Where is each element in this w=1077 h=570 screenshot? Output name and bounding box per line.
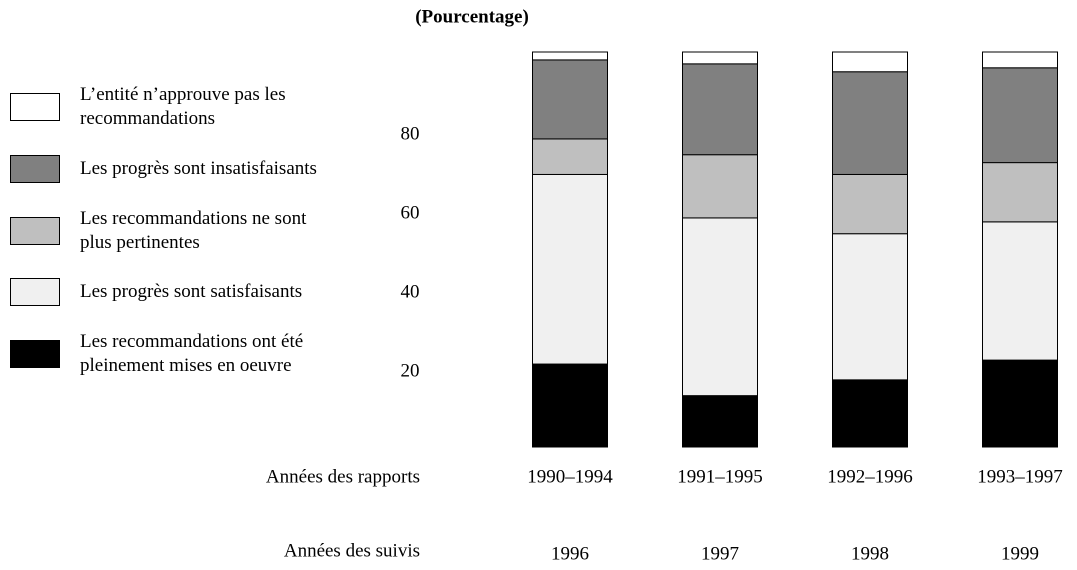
bar-segment	[982, 162, 1058, 223]
legend-label: Les progrès sont insatisfaisants	[80, 158, 317, 179]
legend-item: Les recommandations ne sont plus pertine…	[10, 207, 340, 255]
bar-segment	[982, 51, 1058, 69]
follow-up-label: 1998	[851, 543, 889, 564]
bar-segment	[532, 59, 608, 140]
legend-swatch	[10, 93, 60, 121]
bar-segment	[982, 221, 1058, 361]
bar-segment	[832, 173, 908, 235]
x-tick-label: 1991–1995	[677, 466, 763, 487]
bar-segment	[832, 379, 908, 448]
legend-swatch	[10, 155, 60, 183]
bar-segment	[832, 233, 908, 381]
bar-segment	[682, 63, 758, 156]
legend-swatch	[10, 217, 60, 245]
follow-up-label: 1996	[551, 543, 589, 564]
legend-label: Les progrès sont satisfaisants	[80, 281, 303, 302]
y-tick-label: 20	[401, 360, 420, 381]
bar-segment	[682, 51, 758, 65]
bar-segment	[532, 138, 608, 175]
legend-label: Les recommandations ne sont plus pertine…	[80, 208, 307, 253]
bar-segment	[682, 395, 758, 448]
y-tick-label: 40	[401, 281, 420, 302]
bar-segment	[532, 363, 608, 448]
x-tick-label: 1990–1994	[527, 466, 613, 487]
legend-label: L’entité n’approuve pas les recommandati…	[80, 84, 286, 129]
bar-segment	[532, 51, 608, 61]
bar-segment	[982, 67, 1058, 164]
bar-segment	[682, 217, 758, 397]
follow-up-label: 1997	[701, 543, 739, 564]
bar-segment	[982, 359, 1058, 448]
y-tick-label: 60	[401, 202, 420, 223]
bar-segment	[832, 51, 908, 73]
legend-item: Les recommandations ont été pleinement m…	[10, 330, 330, 378]
bar-segment	[532, 173, 608, 365]
chart-title: (Pourcentage)	[415, 6, 529, 27]
y-tick-label: 80	[401, 123, 420, 144]
x-axis-label: Années des rapports	[266, 466, 420, 487]
legend-swatch	[10, 340, 60, 368]
bar-segment	[832, 71, 908, 175]
follow-up-label: Années des suivis	[284, 540, 420, 561]
legend-item: Les progrès sont satisfaisants	[10, 278, 302, 306]
x-tick-label: 1993–1997	[977, 466, 1063, 487]
legend-swatch	[10, 278, 60, 306]
follow-up-label: 1999	[1001, 543, 1039, 564]
legend-item: Les progrès sont insatisfaisants	[10, 155, 317, 183]
x-tick-label: 1992–1996	[827, 466, 913, 487]
legend-label: Les recommandations ont été pleinement m…	[80, 331, 304, 376]
legend-item: L’entité n’approuve pas les recommandati…	[10, 83, 350, 131]
bar-segment	[682, 154, 758, 219]
